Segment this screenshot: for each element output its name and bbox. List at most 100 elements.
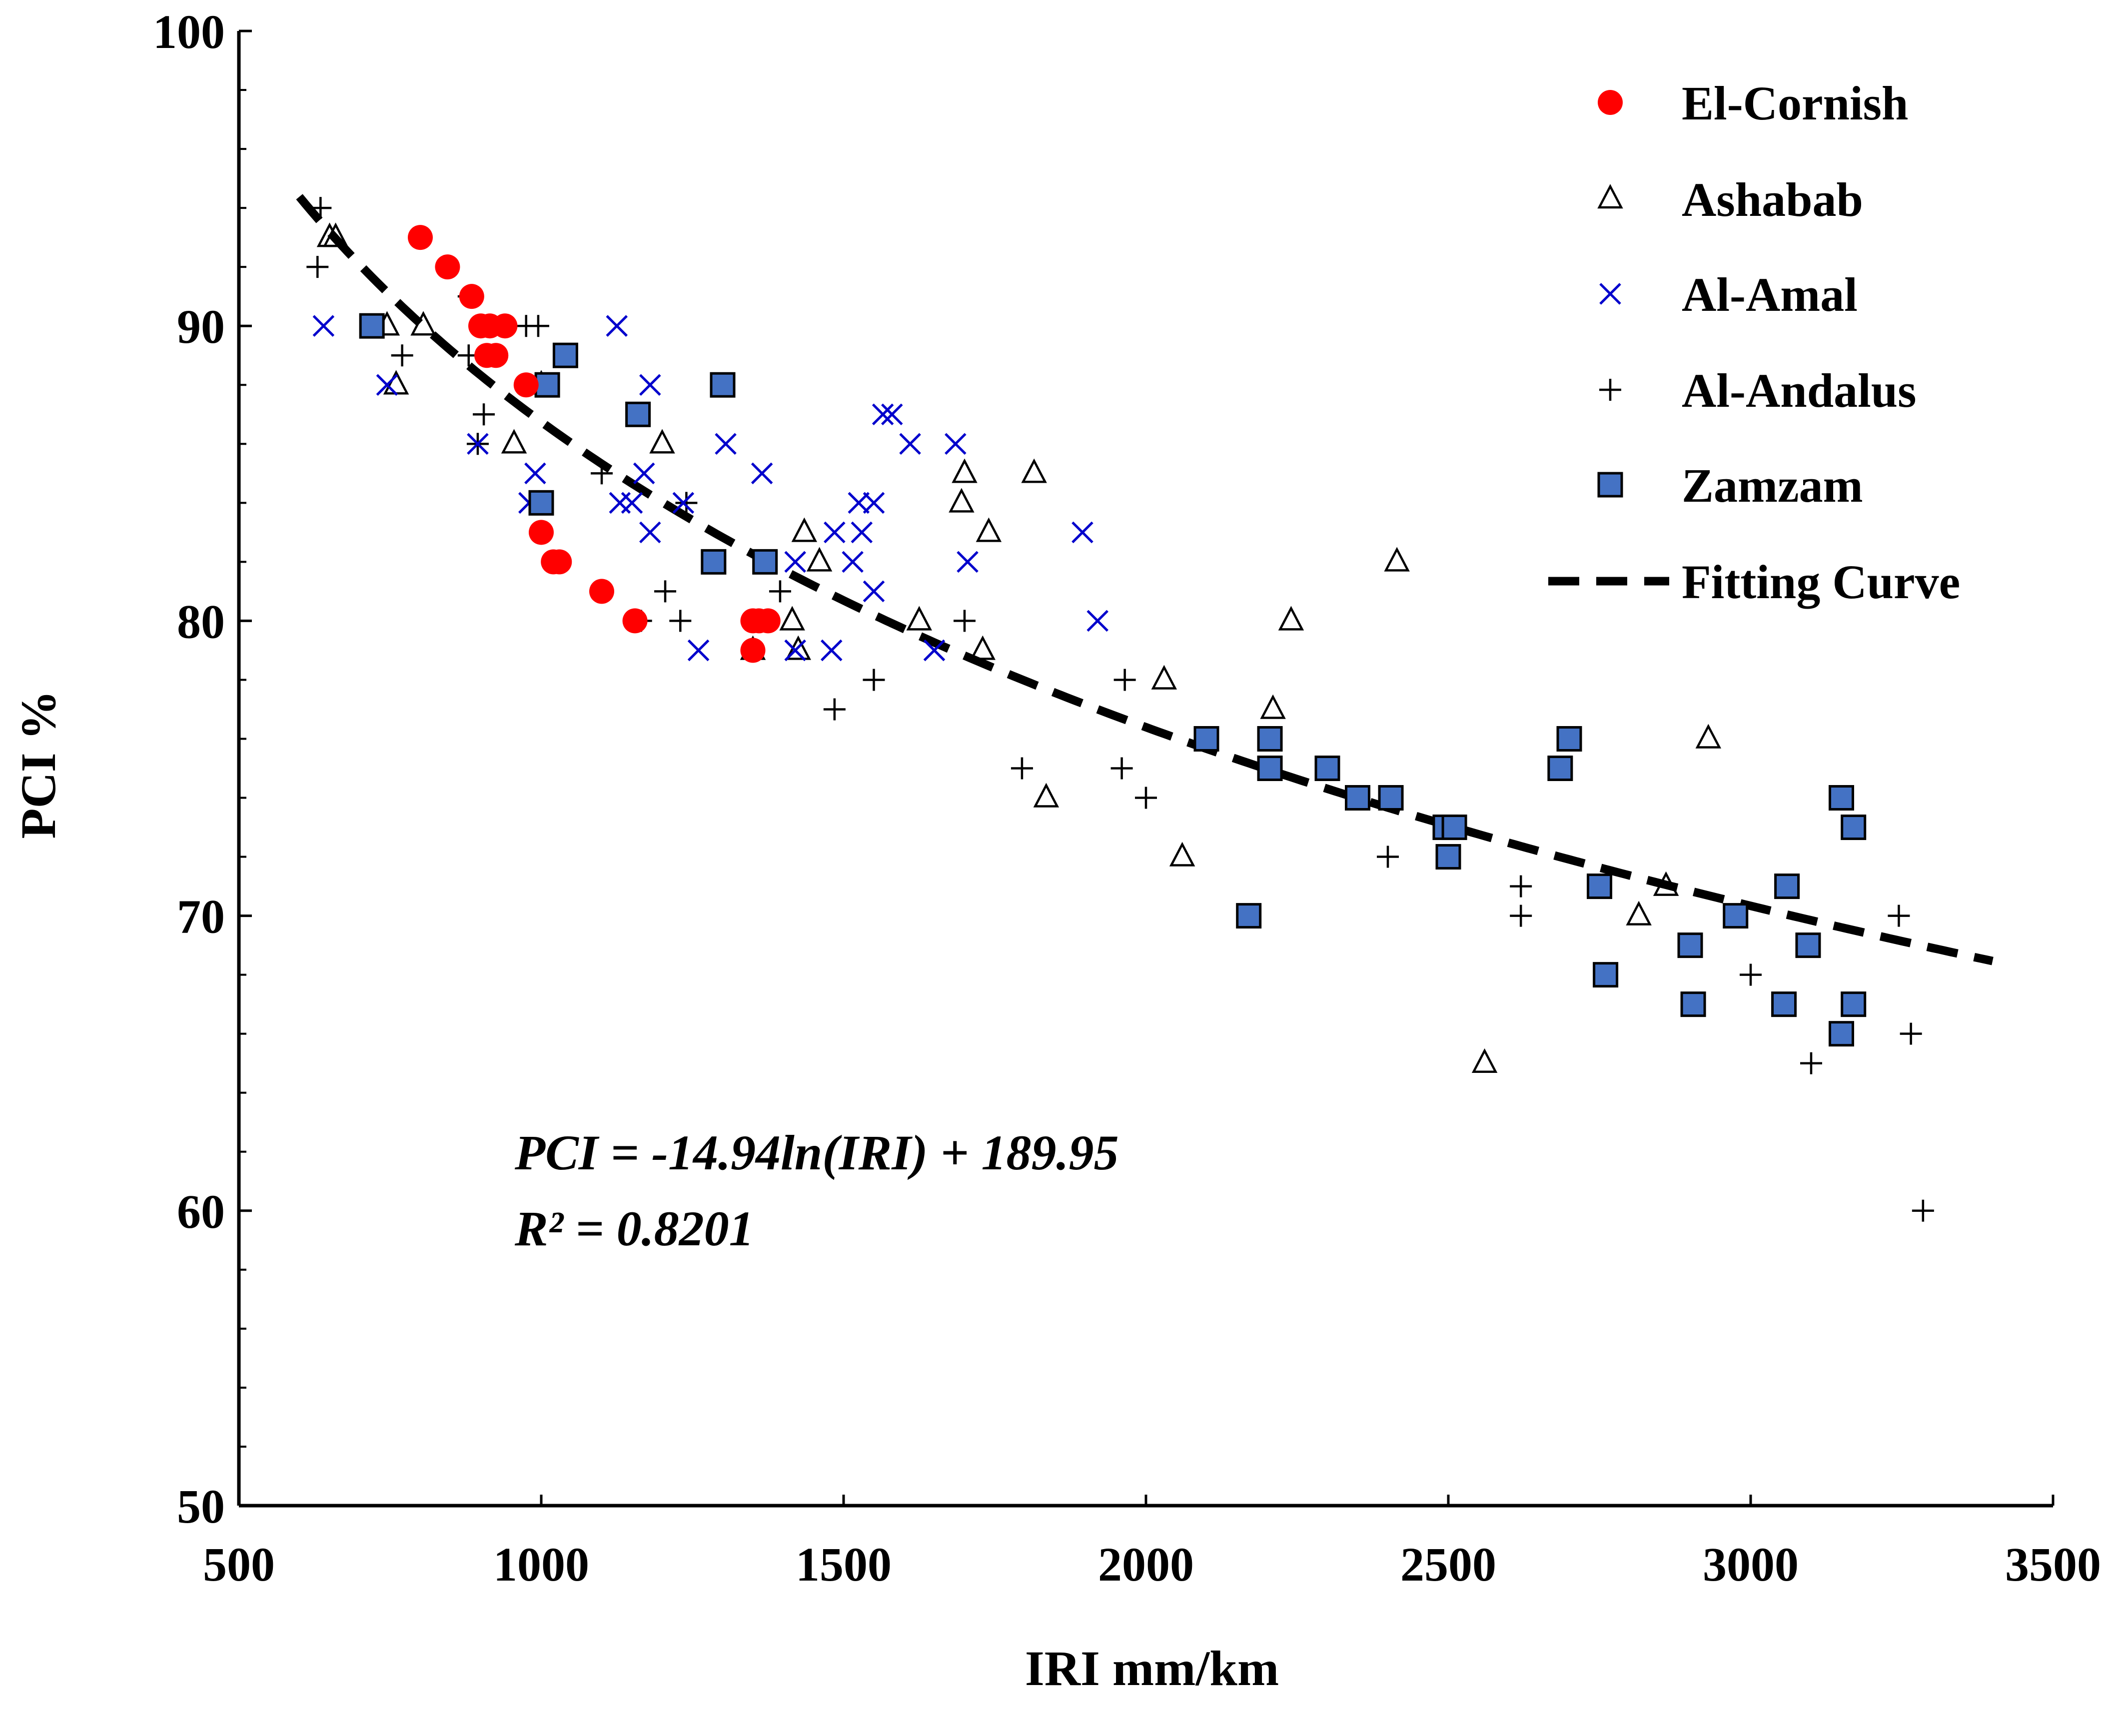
data-point — [408, 225, 433, 250]
data-point — [1829, 785, 1854, 811]
data-point — [1377, 846, 1399, 868]
data-point — [654, 580, 677, 603]
point-marker — [649, 429, 675, 454]
data-point — [755, 608, 781, 634]
y-tick-label: 80 — [177, 595, 225, 648]
data-point — [1587, 873, 1612, 899]
data-point — [524, 462, 546, 485]
point-marker — [821, 639, 843, 662]
data-point — [1626, 900, 1652, 925]
data-point — [1257, 756, 1283, 781]
x-tick-label: 3500 — [2005, 1538, 2101, 1591]
data-point — [609, 492, 631, 514]
point-marker — [1829, 1021, 1854, 1047]
point-marker — [687, 639, 710, 662]
data-point — [672, 492, 695, 514]
point-marker — [529, 520, 554, 545]
point-marker — [1829, 785, 1854, 811]
legend: El-Cornish Ashabab Al-Amal Al-Andalus Zamzam… — [1548, 76, 1960, 609]
point-marker — [639, 521, 661, 544]
data-point — [1740, 963, 1762, 986]
data-point — [639, 374, 661, 396]
equation-line-1: PCI = -14.94ln(IRI) + 189.95 — [514, 1125, 1119, 1180]
point-marker — [1695, 724, 1722, 749]
data-point — [1260, 694, 1286, 719]
data-point — [435, 254, 460, 280]
point-marker — [312, 315, 335, 337]
point-marker — [957, 551, 979, 573]
legend-swatch — [1599, 283, 1621, 305]
data-point — [669, 610, 692, 632]
point-marker — [621, 492, 643, 514]
point-marker — [1151, 665, 1177, 690]
point-marker — [1597, 472, 1623, 498]
point-marker — [1774, 873, 1800, 899]
legend-item: Zamzam — [1597, 459, 1863, 512]
point-marker — [639, 374, 661, 396]
point-marker — [881, 403, 903, 426]
data-point — [848, 492, 870, 514]
point-marker — [851, 521, 873, 544]
series-el-cornish — [408, 225, 781, 663]
point-marker — [1556, 726, 1582, 752]
point-marker — [952, 458, 978, 483]
data-point — [872, 403, 894, 426]
point-marker — [606, 315, 628, 337]
x-tick-label: 2500 — [1400, 1538, 1496, 1591]
point-marker — [906, 606, 932, 631]
data-point — [1151, 665, 1177, 690]
point-marker — [1278, 606, 1304, 631]
data-point — [1257, 726, 1283, 752]
legend-item: Al-Amal — [1599, 268, 1858, 321]
x-tick-label: 500 — [203, 1538, 275, 1591]
data-point — [823, 698, 846, 721]
point-marker — [1236, 903, 1262, 929]
data-point — [359, 313, 385, 339]
point-marker — [534, 372, 560, 398]
data-point — [1345, 785, 1370, 811]
data-point — [952, 458, 978, 483]
series-al-andalus — [306, 197, 1934, 1222]
data-point — [806, 547, 833, 572]
data-point — [391, 344, 413, 367]
point-marker — [1086, 610, 1108, 632]
y-tick-label: 60 — [177, 1185, 225, 1238]
point-marker — [1260, 694, 1286, 719]
data-point — [649, 429, 675, 454]
point-marker — [359, 313, 385, 339]
data-point — [622, 608, 648, 634]
data-point — [1471, 1048, 1498, 1073]
point-marker — [751, 462, 773, 485]
data-point — [606, 315, 628, 337]
y-axis-label: PCI % — [10, 690, 66, 839]
data-point — [513, 372, 539, 398]
legend-swatch — [1599, 379, 1621, 401]
x-tick-label: 3000 — [1703, 1538, 1799, 1591]
data-point — [1723, 903, 1749, 929]
data-point — [710, 372, 736, 398]
data-point — [824, 521, 846, 544]
point-marker — [949, 488, 975, 513]
point-marker — [976, 517, 1002, 542]
point-marker — [872, 403, 894, 426]
data-point — [881, 403, 903, 426]
data-point — [1435, 844, 1461, 870]
point-marker — [923, 639, 946, 662]
point-marker — [1597, 184, 1623, 209]
point-marker — [791, 517, 818, 542]
data-point — [1193, 726, 1219, 752]
point-marker — [1677, 932, 1703, 958]
point-marker — [784, 639, 806, 662]
data-point — [306, 256, 329, 278]
point-marker — [622, 608, 648, 634]
data-point — [459, 284, 484, 309]
y-tick-label: 90 — [177, 300, 225, 353]
data-point — [1829, 1021, 1854, 1047]
data-point — [863, 669, 885, 691]
point-marker — [1345, 785, 1370, 811]
data-point — [633, 462, 655, 485]
data-point — [752, 549, 778, 575]
point-marker — [1257, 726, 1283, 752]
data-point — [906, 606, 932, 631]
equation-annotation: PCI = -14.94ln(IRI) + 189.95 R² = 0.8201 — [514, 1125, 1119, 1256]
